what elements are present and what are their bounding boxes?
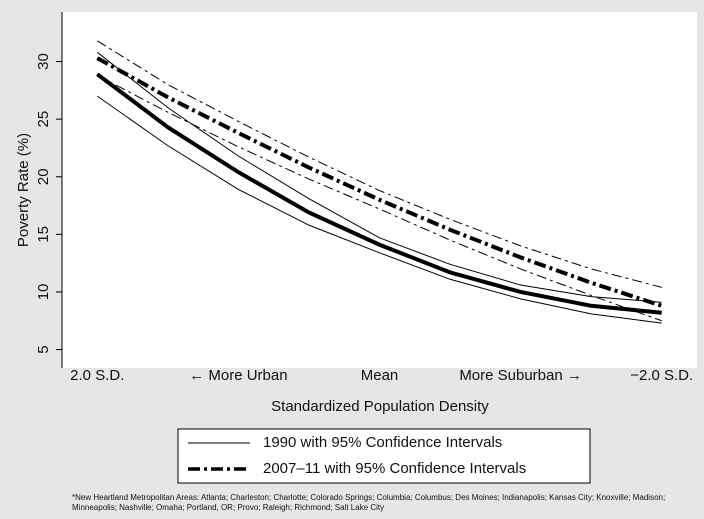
- x-tick-label: More Suburban →: [459, 367, 582, 384]
- x-tick-label: −2.0 S.D.: [630, 367, 693, 384]
- ci-line: [96, 95, 662, 324]
- ci-line: [97, 74, 662, 322]
- x-axis-label: Standardized Population Density: [271, 398, 489, 415]
- ci-line: [97, 40, 662, 288]
- y-tick-label: 10: [35, 284, 52, 301]
- footnote: *New Heartland Metropolitan Areas: Atlan…: [72, 493, 666, 512]
- x-tick-label: ← More Urban: [189, 367, 287, 384]
- plot-area: [62, 12, 697, 368]
- x-tick-label: 2.0 S.D.: [70, 367, 124, 384]
- x-tick-label: Mean: [361, 367, 399, 384]
- y-tick-label: 15: [35, 226, 52, 243]
- y-tick-label: 5: [35, 345, 52, 353]
- legend-label: 2007–11 with 95% Confidence Intervals: [263, 460, 526, 477]
- y-axis-label: Poverty Rate (%): [15, 133, 32, 247]
- legend-label: 1990 with 95% Confidence Intervals: [263, 434, 502, 451]
- legend: [177, 428, 591, 484]
- y-tick-label: 30: [35, 53, 52, 70]
- y-tick-label: 20: [35, 168, 52, 185]
- estimate-line: [96, 72, 662, 315]
- y-tick-label: 25: [35, 111, 52, 128]
- estimate-line: [96, 56, 663, 308]
